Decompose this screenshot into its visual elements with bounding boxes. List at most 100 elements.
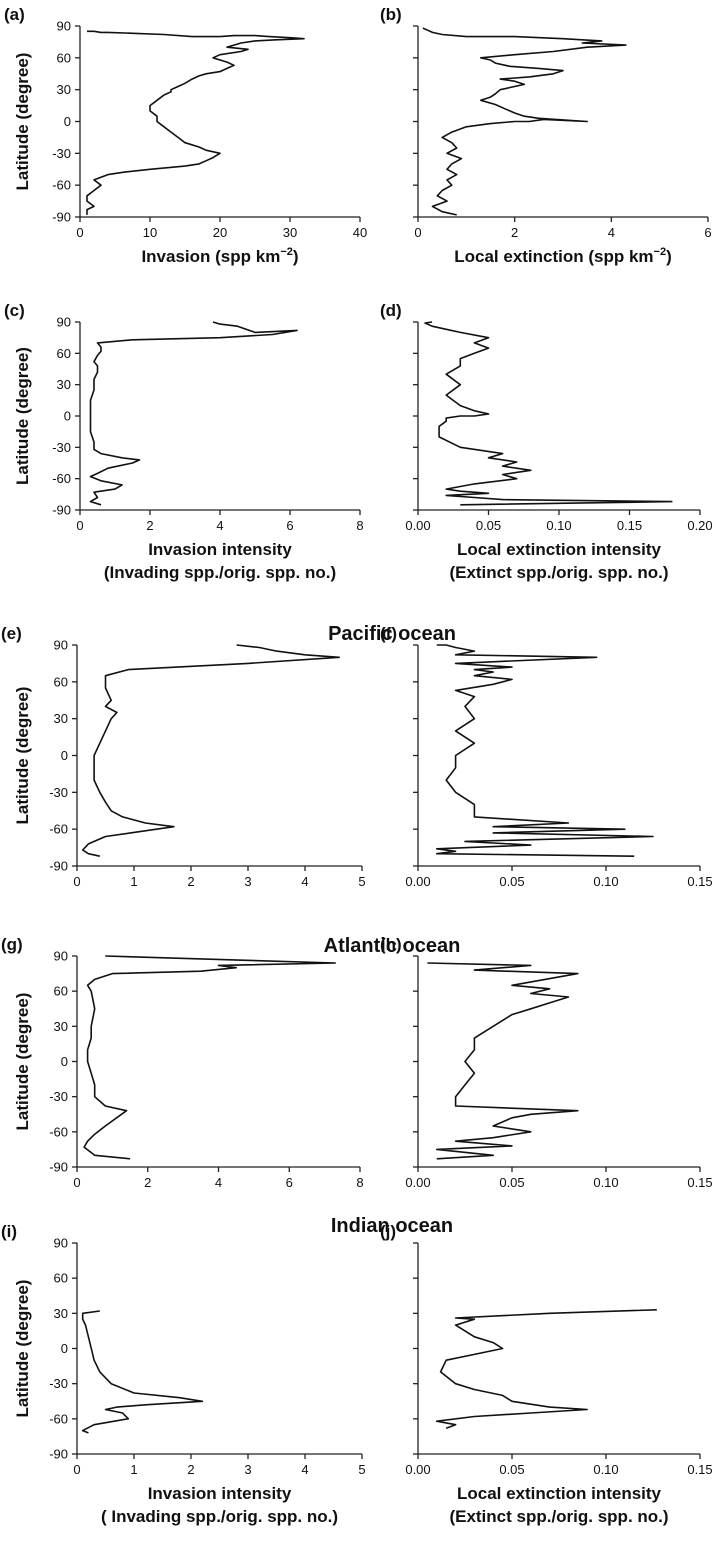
y-tick-label: 0 [61, 1054, 68, 1069]
x-axis-title: Local extinction (spp km−2) [454, 246, 672, 266]
x-tick-label: 20 [213, 225, 227, 240]
y-axis-title: Latitude (degree) [13, 687, 32, 825]
y-tick-label: -30 [52, 146, 71, 161]
series-line-g [83, 955, 337, 1160]
x-tick-label: 0 [73, 874, 80, 889]
x-tick-label: 0.05 [499, 1462, 524, 1477]
series-line-d [424, 321, 673, 506]
series-line-h [427, 962, 579, 1160]
y-tick-label: 90 [54, 949, 68, 964]
x-axis-title-part: Local extinction (spp km [454, 247, 653, 266]
series-line-j [435, 1309, 657, 1429]
x-tick-label: 5 [358, 874, 365, 889]
panel-label-e: (e) [1, 624, 22, 643]
y-tick-label: -30 [49, 1089, 68, 1104]
x-tick-label: 4 [301, 1462, 308, 1477]
panel-label-a: (a) [4, 5, 25, 24]
x-tick-label: 2 [187, 874, 194, 889]
x-tick-label: 0 [73, 1175, 80, 1190]
chart-panel-j: 0.00 0.05 0.10 0.15 (j) Local extinction inte… [380, 1222, 713, 1526]
x-tick-label: 5 [358, 1462, 365, 1477]
x-tick-label: 0.10 [593, 1175, 618, 1190]
x-tick-label: 0 [414, 225, 421, 240]
x-tick-label: 4 [216, 518, 223, 533]
series-line-a [86, 30, 305, 215]
x-axis-title: Invasion (spp km−2) [141, 246, 298, 266]
x-tick-label: 0.15 [687, 1462, 712, 1477]
y-axis-title: Latitude (degree) [13, 993, 32, 1131]
chart-panel-a: 90 60 30 0 -30 -60 -90 0 10 20 30 40 (a) Latitude (de… [4, 5, 367, 266]
y-tick-label: 0 [64, 114, 71, 129]
series-line-b [422, 27, 627, 216]
chart-panel-g: 90 60 30 0 -30 -60 -90 0 2 4 6 8 (g) Latitude (degree… [1, 935, 364, 1190]
y-tick-label: 30 [57, 377, 71, 392]
x-tick-label: 0.20 [687, 518, 712, 533]
y-tick-label: -90 [49, 1447, 68, 1462]
y-tick-label: 60 [54, 1271, 68, 1286]
x-tick-label: 6 [286, 518, 293, 533]
chart-panel-d: 0.00 0.05 0.10 0.15 0.20 (d) Local extinction … [380, 301, 713, 582]
series-line-i [81, 1310, 204, 1434]
x-axis-title-part: Invasion (spp km [141, 247, 280, 266]
x-tick-label: 0.00 [405, 1175, 430, 1190]
x-axis-subtitle: (Extinct spp./orig. spp. no.) [449, 563, 668, 582]
panel-label-d: (d) [380, 301, 402, 320]
chart-panel-f: 0.00 0.05 0.10 0.15 (f) [380, 624, 713, 889]
y-tick-label: 60 [57, 346, 71, 361]
chart-panel-b: 0 2 4 6 (b) Local extinction (spp km−2) [380, 5, 712, 266]
x-tick-label: 2 [144, 1175, 151, 1190]
y-tick-label: -90 [52, 503, 71, 518]
x-tick-label: 0.05 [499, 1175, 524, 1190]
y-tick-label: -60 [52, 178, 71, 193]
x-axis-subtitle: ( Invading spp./orig. spp. no.) [101, 1507, 338, 1526]
panel-label-h: (h) [380, 935, 402, 954]
y-tick-label: 0 [61, 1341, 68, 1356]
x-tick-label: 0.00 [405, 518, 430, 533]
x-tick-label: 0.15 [687, 874, 712, 889]
y-tick-label: 90 [57, 315, 71, 330]
x-axis-title-part: ) [666, 247, 672, 266]
x-tick-label: 0.10 [593, 874, 618, 889]
x-axis-title: Invasion intensity [148, 1484, 292, 1503]
y-tick-label: 90 [54, 638, 68, 653]
x-tick-label: 6 [286, 1175, 293, 1190]
x-axis-title: Local extinction intensity [457, 1484, 662, 1503]
x-axis-subtitle: (Extinct spp./orig. spp. no.) [449, 1507, 668, 1526]
x-tick-label: 6 [704, 225, 711, 240]
y-tick-label: 30 [54, 1306, 68, 1321]
y-tick-label: 60 [54, 674, 68, 689]
y-tick-label: 60 [57, 50, 71, 65]
x-tick-label: 0.10 [546, 518, 571, 533]
y-tick-label: -60 [49, 1124, 68, 1139]
series-line-c [89, 321, 298, 506]
x-tick-label: 1 [130, 1462, 137, 1477]
panel-label-c: (c) [4, 301, 25, 320]
y-tick-label: -90 [49, 1160, 68, 1175]
y-tick-label: -30 [49, 1376, 68, 1391]
x-tick-label: 8 [356, 518, 363, 533]
section-title-indian: Indian ocean [331, 1215, 453, 1237]
x-tick-label: 10 [143, 225, 157, 240]
section-title-pacific: Pacific ocean [328, 623, 456, 645]
x-tick-label: 2 [187, 1462, 194, 1477]
x-axis-title-part: ) [293, 247, 299, 266]
x-tick-label: 2 [146, 518, 153, 533]
x-tick-label: 1 [130, 874, 137, 889]
x-axis-subtitle: (Invading spp./orig. spp. no.) [104, 563, 336, 582]
y-tick-label: -60 [49, 822, 68, 837]
y-tick-label: -90 [49, 859, 68, 874]
x-tick-label: 2 [511, 225, 518, 240]
x-tick-label: 4 [608, 225, 615, 240]
x-axis-title-superscript: −2 [654, 246, 667, 258]
panel-label-f: (f) [380, 624, 397, 643]
x-axis-title: Invasion intensity [148, 540, 292, 559]
x-tick-label: 40 [353, 225, 367, 240]
series-line-f [435, 644, 654, 857]
series-line-e [81, 644, 341, 857]
panel-label-g: (g) [1, 935, 23, 954]
x-tick-label: 0 [73, 1462, 80, 1477]
y-tick-label: -30 [52, 440, 71, 455]
chart-panel-e: 90 60 30 0 -30 -60 -90 0 1 2 3 4 5 (e) Latitude (degre… [1, 624, 366, 889]
x-tick-label: 0.15 [617, 518, 642, 533]
